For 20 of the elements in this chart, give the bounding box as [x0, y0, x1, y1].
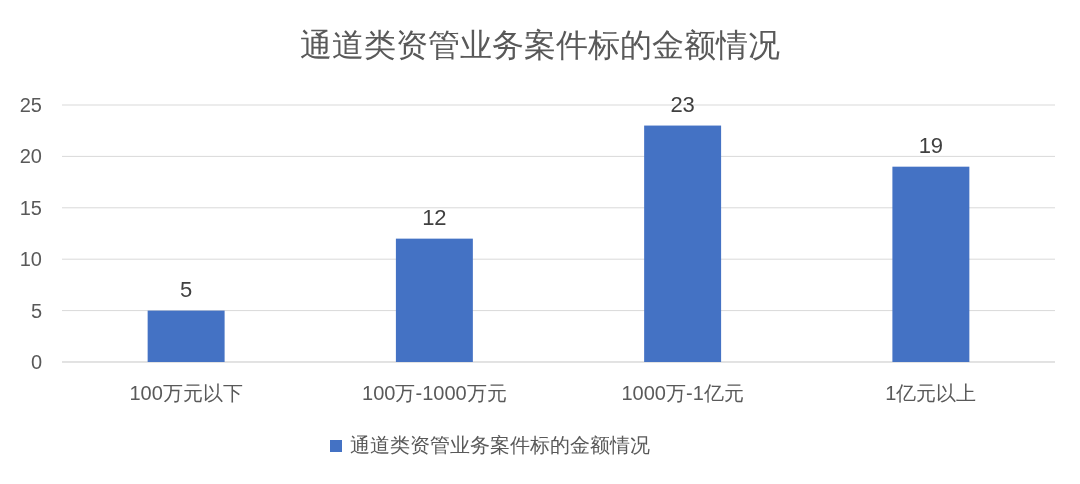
legend-label: 通道类资管业务案件标的金额情况 — [350, 434, 650, 456]
data-label: 19 — [918, 132, 944, 158]
data-label: 23 — [670, 91, 695, 117]
chart-title: 通道类资管业务案件标的金额情况 — [300, 27, 780, 63]
bar — [147, 310, 225, 362]
bar — [644, 125, 722, 362]
y-tick-label: 15 — [19, 196, 42, 219]
x-tick-label: 100万元以下 — [129, 382, 243, 404]
data-label: 5 — [180, 276, 193, 302]
y-tick-label: 20 — [19, 145, 42, 168]
bar — [395, 238, 473, 362]
x-tick-label: 1亿元以上 — [885, 382, 977, 404]
y-tick-label: 25 — [19, 94, 42, 116]
x-tick-label: 100万-1000万元 — [362, 382, 507, 404]
y-tick-label: 10 — [19, 248, 42, 271]
data-label: 12 — [422, 204, 447, 230]
y-tick-label: 0 — [30, 351, 42, 373]
x-tick-label: 1000万-1亿元 — [621, 382, 744, 404]
y-tick-label: 5 — [30, 299, 42, 322]
bar — [892, 166, 970, 362]
